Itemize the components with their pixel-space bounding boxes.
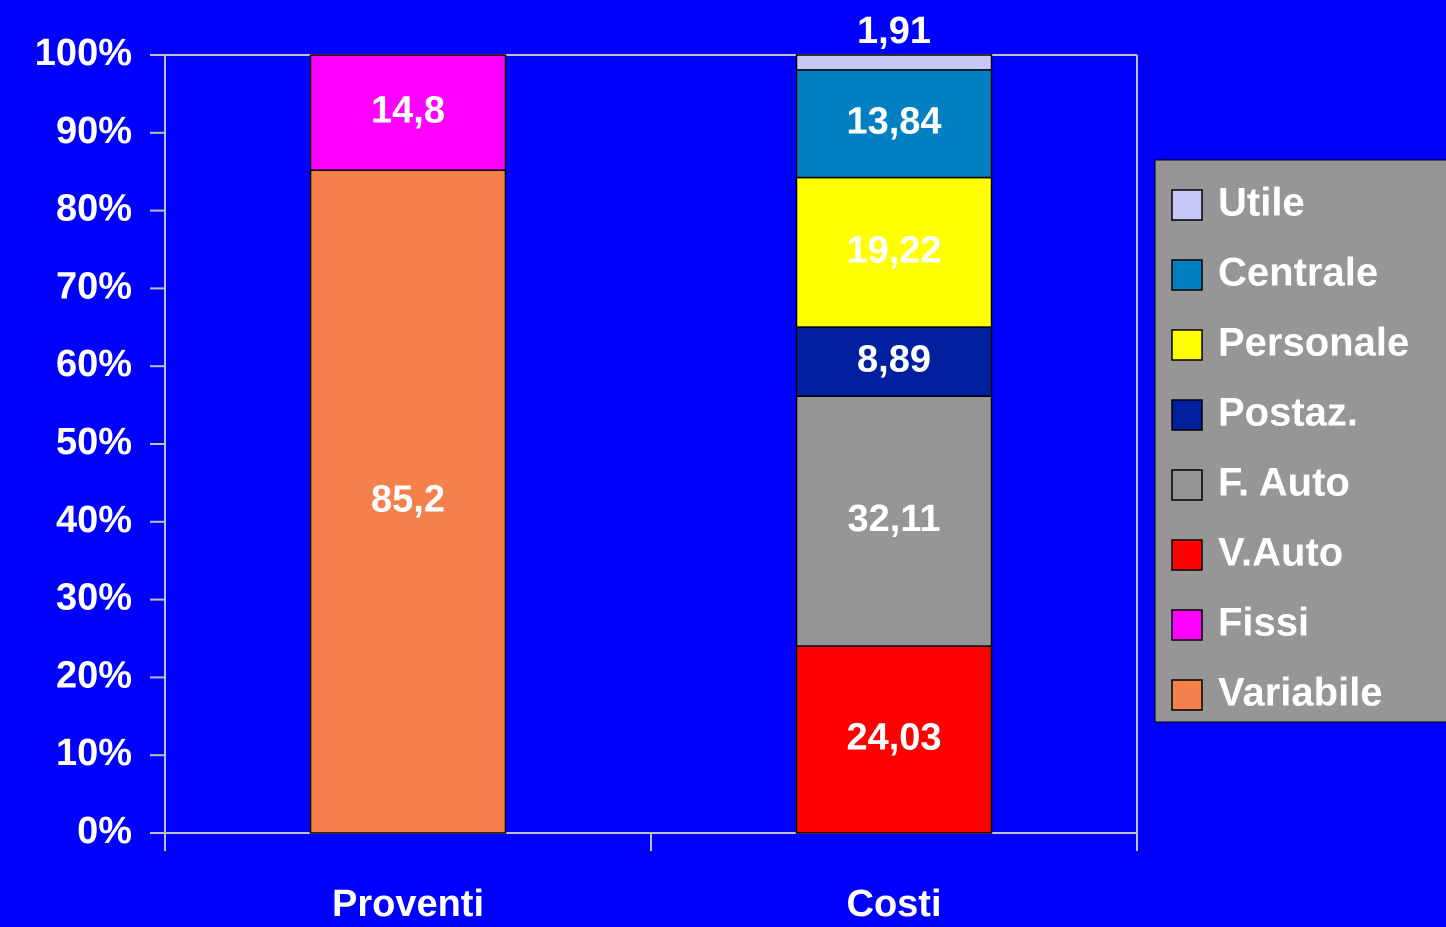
bar-segment [795, 54, 993, 71]
y-tick-label: 80% [56, 188, 132, 230]
legend-label: Centrale [1218, 251, 1378, 295]
value-label: 1,91 [857, 10, 931, 52]
legend-box [1154, 159, 1446, 723]
x-tick-label: Costi [847, 883, 942, 925]
legend-swatch [1171, 259, 1203, 291]
y-tick-label: 90% [56, 110, 132, 152]
bar-segment [795, 176, 993, 328]
y-tick-label: 100% [35, 32, 132, 74]
legend-swatch [1171, 329, 1203, 361]
bar-segment [795, 395, 993, 647]
legend-label: Utile [1218, 181, 1305, 225]
legend-label: Variabile [1218, 671, 1383, 715]
value-label: 24,03 [846, 717, 941, 759]
y-tick-label: 70% [56, 265, 132, 307]
value-label: 19,22 [846, 229, 941, 271]
y-tick-label: 10% [56, 732, 132, 774]
legend-swatch [1171, 679, 1203, 711]
legend-label: Fissi [1218, 601, 1309, 645]
legend-label: V.Auto [1218, 531, 1343, 575]
legend-swatch [1171, 609, 1203, 641]
value-label: 8,89 [857, 339, 931, 381]
value-label: 32,11 [848, 498, 941, 540]
y-tick-label: 0% [77, 810, 132, 852]
y-tick-label: 60% [56, 343, 132, 385]
y-tick-label: 30% [56, 577, 132, 619]
legend-swatch [1171, 539, 1203, 571]
legend-swatch [1171, 469, 1203, 501]
bar-segment [795, 326, 993, 397]
legend-label: Postaz. [1218, 391, 1358, 435]
legend-label: F. Auto [1218, 461, 1350, 505]
legend-swatch [1171, 189, 1203, 221]
value-label: 85,2 [371, 479, 445, 521]
x-tick-label: Proventi [332, 883, 484, 925]
value-label: 13,84 [846, 101, 941, 143]
legend-swatch [1171, 399, 1203, 431]
y-tick-label: 50% [56, 421, 132, 463]
bar-segment [795, 69, 993, 179]
bar-segment [309, 54, 507, 171]
legend-label: Personale [1218, 321, 1409, 365]
value-label: 14,8 [371, 90, 445, 132]
y-tick-label: 20% [56, 654, 132, 696]
y-tick-label: 40% [56, 499, 132, 541]
